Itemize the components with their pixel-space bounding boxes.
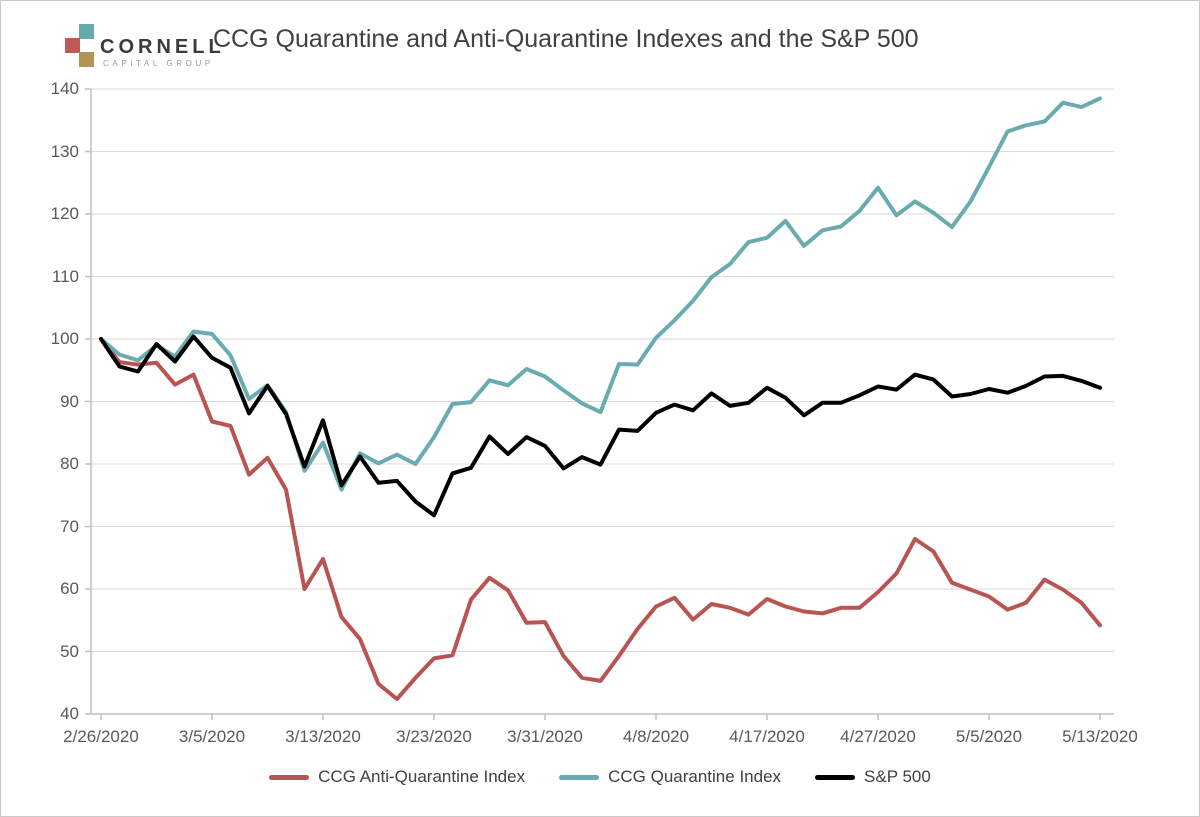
y-axis-tick-label: 60 xyxy=(60,579,79,598)
y-axis-tick-label: 50 xyxy=(60,641,79,661)
y-axis-tick-label: 110 xyxy=(51,266,79,286)
legend-item-ccg-anti-quarantine-index: CCG Anti-Quarantine Index xyxy=(269,767,525,787)
y-axis-tick-label: 130 xyxy=(50,141,79,161)
y-axis-tick-label: 140 xyxy=(50,79,79,98)
legend-item-s-p-500: S&P 500 xyxy=(815,767,931,787)
x-axis-tick-label: 3/5/2020 xyxy=(178,727,246,746)
legend-label: S&P 500 xyxy=(864,767,931,786)
x-axis-tick-label: 3/23/2020 xyxy=(396,727,472,746)
legend-swatch xyxy=(815,774,856,780)
logo-subtitle: CAPITAL GROUP xyxy=(103,59,214,68)
legend-label: CCG Anti-Quarantine Index xyxy=(318,767,526,786)
logo-gold-square xyxy=(79,52,94,67)
series-line-ccg-anti-quarantine-index xyxy=(99,337,1102,701)
legend-item-ccg-quarantine-index: CCG Quarantine Index xyxy=(559,767,781,787)
legend-label: CCG Quarantine Index xyxy=(608,767,782,786)
chart-legend: CCG Anti-Quarantine Index CCG Quarantine … xyxy=(1,767,1199,787)
legend-swatch xyxy=(559,774,600,780)
x-axis-tick-label: 4/27/2020 xyxy=(840,727,916,746)
series-line-s-p-500 xyxy=(99,334,1102,518)
legend-swatch xyxy=(269,774,310,780)
y-axis-tick-label: 40 xyxy=(60,704,79,723)
logo-red-square xyxy=(65,38,80,53)
y-axis-tick-label: 70 xyxy=(60,516,79,536)
logo-teal-square xyxy=(79,24,94,39)
x-axis-tick-label: 3/13/2020 xyxy=(285,727,361,746)
x-axis-tick-label: 5/13/2020 xyxy=(1062,727,1138,746)
series-line-ccg-quarantine-index xyxy=(99,96,1102,492)
logo-wordmark: CORNELL xyxy=(100,36,225,58)
y-axis-tick-label: 100 xyxy=(50,329,79,348)
chart-title: CCG Quarantine and Anti-Quarantine Index… xyxy=(213,25,919,53)
x-axis-tick-label: 4/8/2020 xyxy=(622,727,690,746)
y-axis-tick-label: 80 xyxy=(60,454,79,473)
x-axis-tick-label: 3/31/2020 xyxy=(507,727,583,746)
y-axis-tick-label: 120 xyxy=(50,204,79,223)
x-axis-tick-label: 2/26/2020 xyxy=(63,727,139,746)
y-axis-tick-label: 90 xyxy=(60,391,79,411)
x-axis-tick-label: 4/17/2020 xyxy=(729,727,805,746)
x-axis-tick-label: 5/5/2020 xyxy=(955,727,1023,746)
